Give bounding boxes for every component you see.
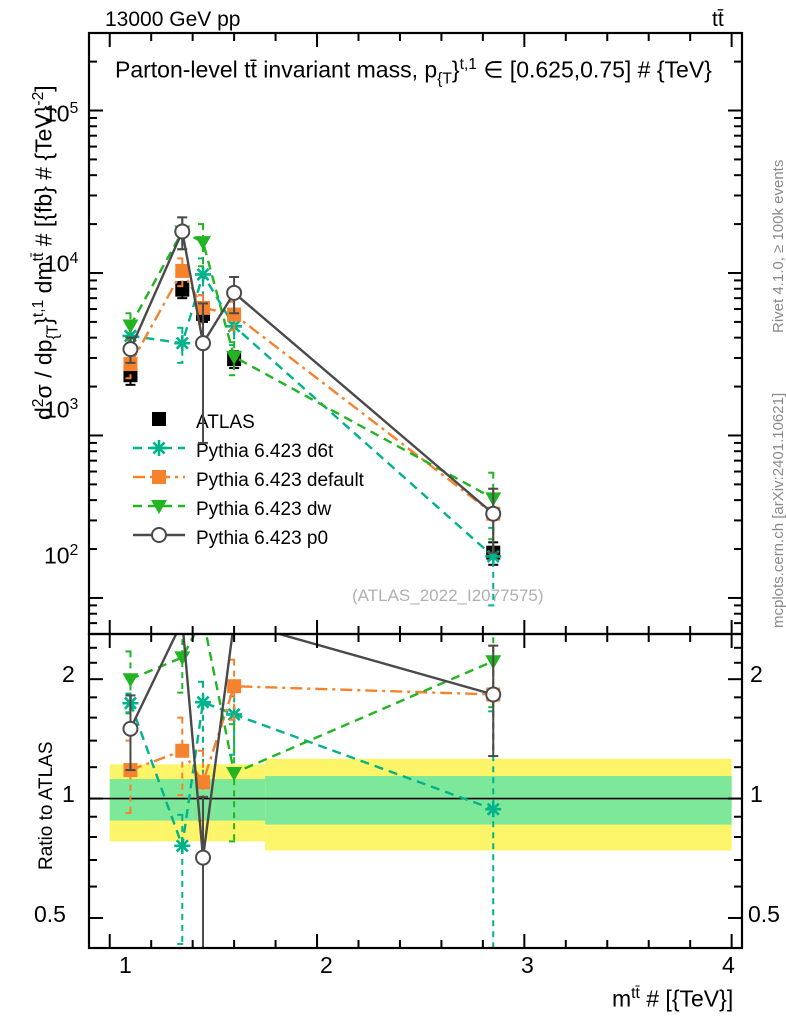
ratio-line-pythia-6-423-dw [129, 634, 494, 775]
legend-marker-4 [151, 527, 167, 543]
ratio-point-pythia-6-423-default [175, 743, 190, 758]
ratio-line-pythia-6-423-d6t [129, 700, 494, 847]
ratio-point-pythia-6-423-dw [122, 673, 139, 688]
main-ytick-1e3: 103 [44, 396, 78, 424]
ytick-exp-3: 3 [69, 396, 79, 413]
data-point-pythia-6-423-default [175, 263, 190, 278]
ratio-point-pythia-6-423-dw [174, 651, 191, 666]
ratio-point-pythia-6-423-p0 [485, 686, 502, 703]
data-point-pythia-6-423-p0 [122, 341, 139, 358]
band-green [265, 776, 732, 825]
xtick-1: 1 [119, 952, 132, 978]
ratio-series-group [122, 634, 502, 948]
ytick-mantissa-4: 10 [44, 250, 70, 277]
error-bar-pythia-6-423-d6t [177, 326, 188, 364]
axis-ticks [89, 32, 742, 948]
error-bar-pythia-6-423-dw [198, 223, 209, 268]
legend-label-default: Pythia 6.423 default [196, 470, 364, 491]
band-green [213, 779, 266, 821]
data-point-pythia-6-423-p0 [174, 223, 191, 240]
ratio-error-bar-pythia-6-423-dw [177, 634, 188, 694]
data-point-pythia-6-423-p0 [195, 335, 212, 352]
series-line-pythia-6-423-d6t [130, 271, 495, 558]
title-close: } [451, 56, 460, 83]
band-green [109, 779, 162, 821]
process-text: tt̄ [712, 8, 724, 31]
data-point-pythia-6-423-default [123, 357, 138, 372]
ratio-ytick-05-right: 0.5 [748, 901, 780, 927]
legend-label-atlas: ATLAS [196, 412, 255, 433]
legend-marker-3 [151, 500, 167, 514]
xtick-4: 4 [722, 952, 735, 978]
ratio-point-pythia-6-423-d6t [195, 694, 212, 711]
data-point-pythia-6-423-p0 [226, 284, 243, 301]
ratio-point-pythia-6-423-default [227, 679, 242, 694]
legend-group [133, 412, 185, 543]
ratio-error-bar-pythia-6-423-p0 [198, 795, 209, 948]
data-point-pythia-6-423-d6t [174, 335, 191, 352]
error-bar-pythia-6-423-p0 [198, 302, 209, 444]
ratio-ytick-2-right: 2 [750, 661, 763, 687]
title-a: Parton-level [115, 56, 245, 83]
process-label: tt̄ [712, 8, 724, 32]
legend-marker-1 [151, 440, 167, 456]
data-point-pythia-6-423-d6t [195, 266, 212, 283]
ratio-ytick-05-left: 0.5 [34, 901, 66, 927]
ytick-mantissa-2: 10 [44, 542, 70, 569]
ratio-ytick-1-right: 1 [750, 781, 763, 807]
ratio-point-pythia-6-423-d6t [174, 837, 191, 854]
x-axis-label: mtt̄ # [{TeV}] [612, 985, 733, 1013]
ytick-exp-5: 5 [69, 100, 79, 117]
ytick-mantissa-3: 10 [44, 396, 70, 423]
ratio-point-pythia-6-423-default [196, 775, 211, 790]
ratio-point-pythia-6-423-p0 [122, 720, 139, 737]
main-plot-title: Parton-level tt̄ invariant mass, p{T}t,1… [115, 56, 712, 88]
title-sup: t,1 [459, 56, 477, 73]
xtick-3: 3 [521, 952, 534, 978]
legend-label-d6t: Pythia 6.423 d6t [196, 441, 334, 462]
data-point-pythia-6-423-dw [195, 236, 212, 251]
analysis-watermark: (ATLAS_2022_I2077575) [352, 586, 544, 605]
title-tt: tt̄ [244, 56, 257, 83]
ratio-panel-frame [87, 632, 744, 950]
ratio-error-bar-pythia-6-423-default [229, 658, 240, 721]
ytick-exp-4: 4 [69, 250, 79, 267]
ratio-point-pythia-6-423-d6t [485, 801, 502, 818]
data-point-pythia-6-423-p0 [485, 505, 502, 522]
xlab-sup: tt̄ [631, 985, 640, 1002]
ratio-ytick-2-left: 2 [62, 661, 75, 687]
legend-marker-0 [152, 412, 166, 426]
xlab-b: # [{TeV}] [639, 985, 734, 1012]
main-panel-frame [87, 31, 744, 636]
beam-energy-label: 13000 GeV pp [105, 8, 241, 31]
main-ytick-1e4: 104 [44, 250, 78, 278]
ratio-error-bar-pythia-6-423-d6t [177, 813, 188, 945]
legend-label-p0: Pythia 6.423 p0 [196, 528, 329, 549]
ratio-error-bar-pythia-6-423-dw [229, 723, 240, 843]
title-c: ∈ [0.625,0.75] # {TeV} [476, 56, 712, 83]
xlab-a: m [612, 985, 632, 1012]
ratio-point-pythia-6-423-p0 [195, 849, 212, 866]
ytick-mantissa-5: 10 [44, 100, 70, 127]
series-line-pythia-6-423-dw [129, 229, 494, 500]
data-point-pythia-6-423-dw [122, 319, 139, 334]
main-ytick-1e5: 105 [44, 100, 78, 128]
title-b: invariant mass, p [256, 56, 438, 83]
ratio-ytick-1-left: 1 [62, 781, 75, 807]
title-sub: {T [437, 70, 452, 88]
legend-label-dw: Pythia 6.423 dw [196, 499, 332, 520]
legend-marker-2 [152, 470, 166, 484]
data-point-pythia-6-423-dw [226, 350, 243, 365]
main-ytick-1e2: 102 [44, 542, 78, 570]
main-series-group [122, 216, 502, 607]
ytick-exp-2: 2 [69, 542, 79, 559]
ratio-point-pythia-6-423-dw [226, 767, 243, 782]
data-point-pythia-6-423-default [227, 307, 242, 322]
xtick-2: 2 [320, 952, 333, 978]
